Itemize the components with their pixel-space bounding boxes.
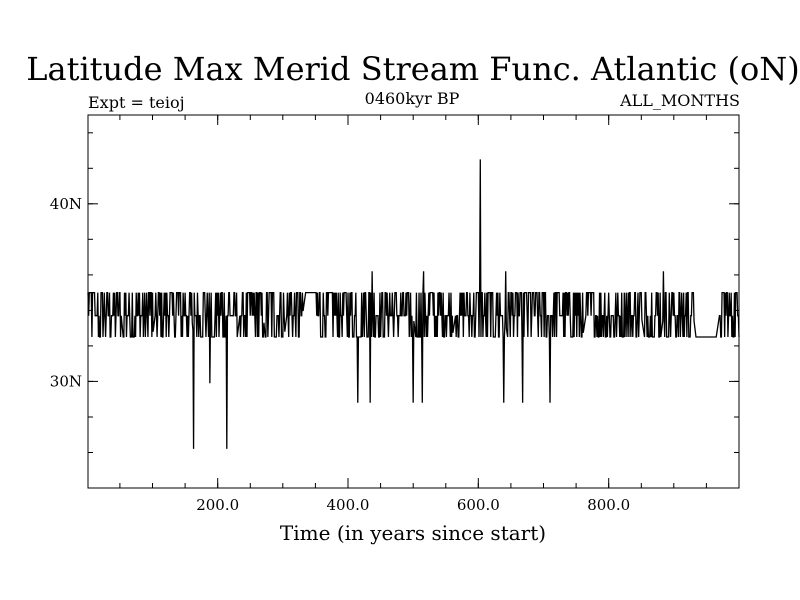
x-tick-label: 200.0: [196, 496, 239, 514]
period-label: 0460kyr BP: [365, 89, 460, 108]
experiment-label: Expt = teioj: [88, 93, 185, 112]
series-line: [87, 159, 740, 449]
x-tick-label: 800.0: [587, 496, 630, 514]
x-axis-ticks: [217, 115, 610, 488]
x-axis-label: Time (in years since start): [280, 521, 546, 545]
x-tick-label: 600.0: [457, 496, 500, 514]
y-tick-label: 30N: [50, 372, 82, 390]
x-tick-label: 400.0: [327, 496, 370, 514]
months-label: ALL_MONTHS: [619, 91, 740, 110]
chart-title: Latitude Max Merid Stream Func. Atlantic…: [26, 50, 799, 88]
y-axis-tick-labels: 30N 40N: [50, 195, 82, 391]
y-tick-label: 40N: [50, 195, 82, 213]
x-axis-tick-labels: 200.0 400.0 600.0 800.0: [196, 496, 630, 514]
y-axis-ticks: [88, 203, 739, 382]
